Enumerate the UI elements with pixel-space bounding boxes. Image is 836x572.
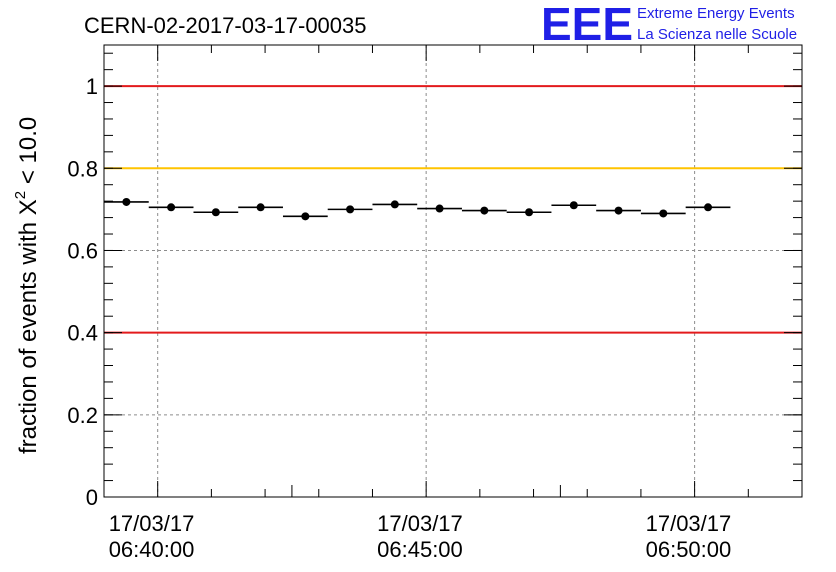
y-axis-label-space [15,184,42,191]
eee-logo: EEE Extreme Energy Events La Scienza nel… [541,0,797,50]
y-axis-label: fraction of events with X2 < 10.0 [12,117,42,454]
data-point [480,206,489,215]
y-axis-label-threshold: < 10.0 [15,117,42,184]
data-point [569,201,578,210]
y-axis: 0 0.2 0.4 0.6 0.8 1 [67,52,802,510]
eee-logo-line1: Extreme Energy Events [637,5,795,22]
y-axis-label-chi-symbol: X [15,199,42,215]
y-tick-label: 0.8 [67,156,98,181]
data-point [301,212,310,221]
x-tick-date-label: 17/03/17 [109,511,195,536]
y-tick-label: 0.2 [67,403,98,428]
x-tick-time-label: 06:50:00 [646,537,732,562]
chart-title: CERN-02-2017-03-17-00035 [84,13,367,38]
data-point [167,203,176,212]
x-tick-time-label: 06:45:00 [377,537,463,562]
y-tick-label: 1 [86,74,98,99]
x-tick-time-label: 06:40:00 [109,537,195,562]
data-point [435,204,444,213]
y-tick-label: 0 [86,485,98,510]
x-axis: 17/03/1706:40:0017/03/1706:45:0017/03/17… [103,45,803,562]
data-point [525,208,534,217]
data-points [104,197,731,221]
data-point [659,209,668,218]
grid-lines [104,45,802,497]
reference-lines [104,85,802,334]
eee-logo-line2: La Scienza nelle Scuole [637,26,797,43]
y-axis-label-text: fraction of events with [15,222,42,454]
data-point [704,203,713,212]
data-point [211,208,220,217]
eee-logo-mark: EEE [541,0,633,50]
data-point [256,203,265,212]
data-point [122,197,131,206]
plot-frame [103,44,803,498]
data-point [346,205,355,214]
y-tick-label: 0.4 [67,321,98,346]
data-point [614,206,623,215]
x-tick-date-label: 17/03/17 [646,511,732,536]
y-tick-label: 0.6 [67,238,98,263]
x-tick-date-label: 17/03/17 [377,511,463,536]
data-point [390,200,399,209]
y-axis-label-exponent: 2 [12,191,29,199]
